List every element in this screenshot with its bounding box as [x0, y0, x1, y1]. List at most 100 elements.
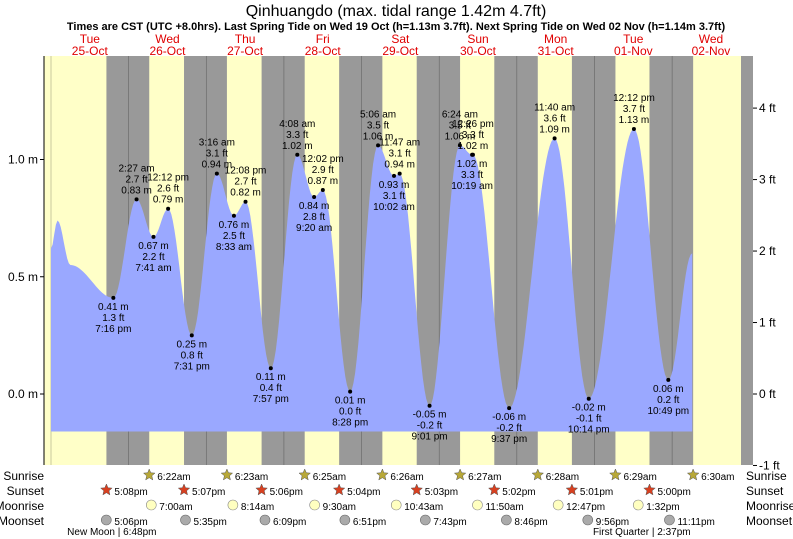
tide-label-text: 0.8 ft [181, 350, 203, 361]
row-label-moonrise-right: Moonrise [746, 499, 793, 513]
moonrise-icon [145, 499, 157, 511]
tide-label-text: 4:08 am [279, 119, 315, 130]
tide-point [231, 213, 236, 218]
day-date: 01-Nov [614, 44, 653, 58]
tide-extreme: 12:12 pm2.6 ft0.79 m [147, 173, 189, 211]
moonrise-icon [227, 499, 239, 511]
tide-point [268, 366, 273, 371]
tide-extreme: 0.25 m0.8 ft7:31 pm [174, 333, 210, 372]
day-name: Fri [316, 32, 330, 46]
tide-label-text: 0.4 ft [260, 383, 282, 394]
sunset-icon [643, 483, 656, 496]
tide-label-text: 1.02 m [282, 141, 313, 152]
day-name: Wed [699, 32, 723, 46]
sunset-icon [100, 483, 113, 496]
sunset-icon [177, 483, 191, 496]
moonset-time: 7:43pm [433, 517, 466, 528]
tide-label-text: 0.25 m [176, 339, 207, 350]
tide-extreme: 12:02 pm2.9 ft0.87 m [302, 154, 344, 192]
tide-label-text: 10:19 am [451, 181, 493, 192]
right-tick-label: 4 ft [759, 101, 776, 115]
tide-extreme: 6:24 am3.5 ft1.06 m [442, 109, 478, 148]
tide-label-text: -0.05 m [413, 410, 447, 421]
moonset-icon [259, 514, 271, 526]
moonrise-icon [390, 499, 402, 511]
right-tick-label: 3 ft [759, 173, 776, 187]
tide-label-text: -0.02 m [572, 403, 606, 414]
tide-point [427, 403, 432, 408]
tide-extreme: 4:08 am3.3 ft1.02 m [279, 119, 315, 157]
tide-label-text: 12:08 pm [225, 166, 267, 177]
tide-label-text: 0.94 m [202, 160, 233, 171]
tide-point [376, 143, 381, 148]
moonrise-time: 10:43am [404, 502, 443, 513]
tide-point [295, 152, 300, 157]
sunrise-icon [220, 468, 234, 481]
tide-extreme: 0.76 m2.5 ft8:33 am [216, 213, 252, 253]
tide-point [348, 389, 353, 394]
tide-label-text: 5:06 am [360, 109, 396, 120]
tide-label-text: 9:37 pm [491, 434, 527, 445]
moonrise-icon [309, 499, 320, 511]
moonrise-icon [472, 499, 483, 511]
sunset-time: 5:04pm [347, 487, 380, 498]
tide-label-text: 12:12 pm [147, 173, 189, 184]
tide-label-text: 0.83 m [121, 185, 152, 196]
day-headers: Tue25-OctWed26-OctThu27-OctFri28-OctSat2… [72, 32, 730, 58]
sunset-time: 5:01pm [580, 487, 613, 498]
tide-label-text: 2.7 ft [234, 177, 256, 188]
row-label-sunrise: Sunrise [3, 469, 44, 483]
tide-label-text: 2.6 ft [157, 184, 179, 195]
sunrise-time: 6:22am [157, 472, 190, 483]
chart-title: Qinhuangdo (max. tidal range 1.42m 4.7ft… [246, 3, 547, 20]
tide-label-text: 3.7 ft [623, 104, 645, 115]
moonrise-icon [632, 499, 644, 511]
sunset-time: 5:06pm [270, 487, 303, 498]
day-date: 31-Oct [538, 44, 575, 58]
tide-extreme: 3:16 am3.1 ft0.94 m [199, 138, 235, 176]
tide-label-text: 0.93 m [379, 180, 410, 191]
tide-point [397, 171, 402, 176]
tide-label-text: 0.84 m [299, 201, 330, 212]
tide-label-text: 8:33 am [216, 242, 252, 253]
tide-point [470, 152, 475, 157]
row-label-moonset-right: Moonset [746, 514, 793, 528]
tide-label-text: -0.2 ft [496, 423, 522, 434]
left-tick-label: 0.5 m [8, 270, 38, 284]
day-date: 02-Nov [692, 44, 731, 58]
tide-label-text: 2:27 am [118, 163, 154, 174]
day-date: 25-Oct [72, 44, 109, 58]
moonset-time: 8:46pm [514, 517, 547, 528]
row-label-moonrise: Moonrise [0, 499, 44, 513]
tide-area [51, 129, 693, 432]
sunset-time: 5:00pm [657, 487, 690, 498]
tide-label-text: 3.3 ft [462, 130, 484, 141]
tide-point [631, 127, 636, 132]
tide-label-text: 0.11 m [256, 372, 286, 383]
tide-label-text: 0.06 m [653, 384, 684, 395]
sunset-time: 5:07pm [192, 487, 225, 498]
moonset-icon [664, 514, 675, 526]
tide-area-path [51, 129, 693, 432]
sunrise-icon [453, 468, 467, 481]
sunrise-time: 6:23am [235, 472, 268, 483]
day-date: 30-Oct [460, 44, 497, 58]
moonset-icon [582, 514, 594, 526]
tide-label-text: 7:16 pm [95, 324, 131, 335]
day-name: Wed [155, 32, 179, 46]
sunrise-icon [531, 468, 545, 481]
moonset-time: 6:51pm [353, 517, 386, 528]
tide-label-text: 12:12 pm [613, 93, 655, 104]
tide-label-text: 0.76 m [219, 220, 250, 231]
sunrise-time: 6:29am [623, 472, 656, 483]
sunset-icon [487, 483, 501, 496]
tide-label-text: -0.06 m [492, 412, 526, 423]
tide-point [320, 187, 325, 192]
moonset-icon [180, 514, 191, 526]
tide-label-text: 9:01 pm [411, 432, 447, 443]
daylight-band [693, 56, 741, 465]
